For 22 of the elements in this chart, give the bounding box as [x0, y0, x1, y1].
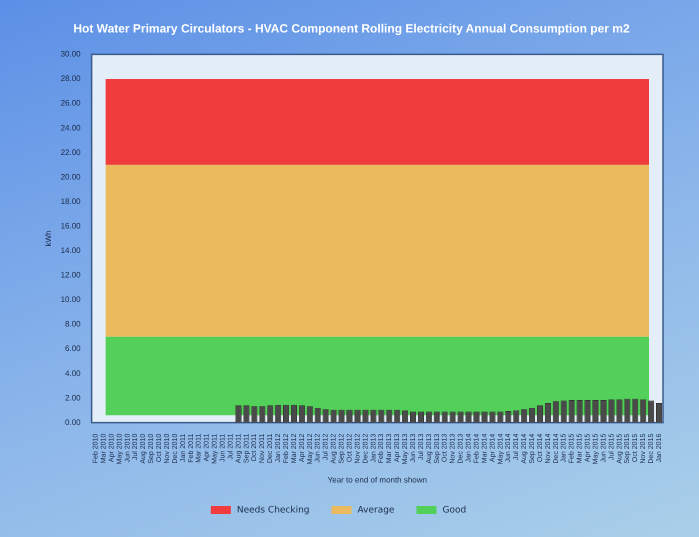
y-tick-label: 2.00 [65, 393, 82, 402]
y-tick-label: 4.00 [65, 368, 82, 378]
legend-label: Needs Checking [236, 505, 310, 516]
y-tick-label: 20.00 [60, 172, 82, 182]
y-axis-title: kWh [44, 230, 54, 247]
y-tick-label: 14.00 [60, 246, 82, 256]
legend-label: Good [442, 505, 466, 516]
legend-label: Average [358, 505, 395, 516]
y-tick-label: 10.00 [60, 295, 82, 304]
y-tick-label: 0.00 [65, 418, 82, 427]
y-tick-label: 22.00 [60, 148, 82, 157]
y-tick-label: 12.00 [60, 270, 82, 280]
y-tick-label: 28.00 [60, 74, 82, 84]
chart-title: Hot Water Primary Circulators - HVAC Component Rolling Electricity Annual Consumption per m2 [73, 22, 630, 36]
y-tick-label: 26.00 [60, 98, 82, 108]
y-tick-label: 30.00 [60, 50, 82, 59]
y-tick-label: 16.00 [60, 221, 82, 230]
y-tick-label: 6.00 [65, 344, 82, 354]
y-tick-label: 18.00 [60, 196, 82, 206]
y-tick-label: 8.00 [65, 320, 82, 329]
y-tick-label: 24.00 [60, 123, 82, 132]
x-axis-title: Year to end of month shown [328, 475, 427, 484]
